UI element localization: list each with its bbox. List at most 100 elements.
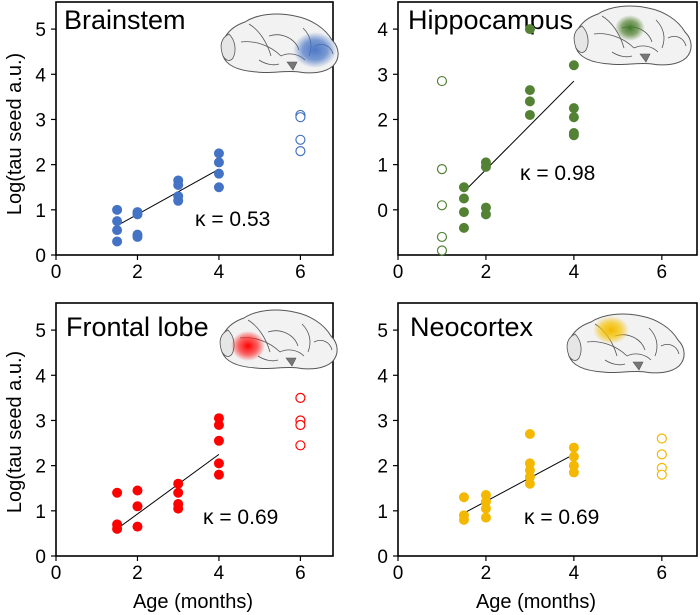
kappa-annotation: κ = 0.53: [195, 208, 270, 231]
x-tick-label: 4: [214, 262, 225, 283]
x-tick-label: 6: [657, 262, 668, 283]
hippocampus-panel: Hippocampus 0 2 4 6 0 1 2 3 4 κ = 0.98: [377, 1, 698, 283]
y-tick-label: 4: [35, 65, 46, 86]
y-tick-label: 3: [377, 65, 388, 86]
data-point: [568, 451, 579, 462]
data-point: [213, 157, 224, 168]
data-point: [173, 478, 184, 489]
brain-diagram-icon: [566, 313, 685, 374]
data-point: [568, 112, 579, 123]
open-data-point: [295, 134, 306, 145]
panel-title: Neocortex: [410, 312, 534, 342]
open-data-point: [295, 112, 306, 123]
data-point: [524, 429, 535, 440]
data-point: [173, 195, 184, 206]
fit-line: [463, 453, 575, 514]
open-data-point: [436, 245, 448, 256]
data-point: [568, 60, 579, 71]
data-point: [213, 148, 224, 159]
x-tick-label: 0: [393, 262, 404, 283]
brain-diagram-icon: [220, 13, 339, 74]
data-point: [213, 419, 224, 430]
data-point: [458, 207, 469, 218]
y-tick-label: 2: [377, 457, 388, 478]
plot-frame: [55, 302, 334, 557]
y-tick-label: 4: [35, 366, 46, 387]
data-point: [173, 487, 184, 498]
data-point: [112, 487, 123, 498]
open-data-point: [656, 433, 667, 444]
neocortex-panel: Neocortex 0 2 4 6 0 1 2 3 4 5 κ = 0.69: [377, 302, 698, 584]
x-tick-label: 4: [214, 563, 225, 584]
y-tick-label: 5: [35, 20, 46, 41]
plot-frame: [397, 302, 698, 557]
data-point: [568, 103, 579, 114]
data-point: [458, 222, 469, 233]
frontal-lobe-panel: Frontal lobe 0 2 4 6 0 1 2 3 4 5 κ = 0.69: [35, 302, 338, 584]
y-tick-label: 5: [377, 321, 388, 342]
plot-frame: [397, 1, 698, 256]
data-point: [132, 501, 143, 512]
x-axis-title-left: Age (months): [133, 591, 253, 613]
data-point: [480, 209, 491, 220]
data-point: [480, 161, 491, 172]
open-data-point: [295, 392, 306, 403]
open-data-point: [436, 231, 448, 243]
brain-diagram-icon: [219, 309, 338, 370]
open-data-point: [436, 200, 448, 211]
data-point: [524, 85, 535, 96]
plot-frame: [55, 1, 334, 256]
data-point: [524, 96, 535, 107]
brainstem-panel: Brainstem 0 2 4 6 0 1 2 3 4 5 κ = 0.53: [35, 1, 339, 283]
data-point: [458, 193, 469, 204]
data-point: [524, 24, 535, 35]
open-data-point: [295, 145, 306, 157]
fit-line: [463, 80, 575, 193]
data-point: [112, 204, 123, 215]
y-tick-label: 4: [377, 366, 388, 387]
y-tick-label: 1: [35, 502, 46, 523]
y-axis-title-bottom: Log(tau seed a.u.): [4, 351, 26, 513]
data-point: [458, 492, 469, 503]
data-point: [112, 523, 123, 534]
x-tick-label: 4: [569, 563, 580, 584]
y-tick-label: 0: [35, 547, 46, 568]
x-tick-label: 4: [569, 262, 580, 283]
y-tick-label: 1: [377, 502, 388, 523]
panel-title: Brainstem: [64, 5, 186, 35]
kappa-annotation: κ = 0.69: [524, 506, 599, 529]
x-tick-label: 6: [657, 563, 668, 584]
x-tick-label: 6: [295, 262, 306, 283]
kappa-annotation: κ = 0.69: [203, 506, 278, 529]
data-point: [213, 168, 224, 179]
data-point: [132, 485, 143, 496]
kappa-annotation: κ = 0.98: [520, 162, 595, 185]
data-point: [458, 182, 469, 193]
x-tick-label: 2: [481, 563, 492, 584]
open-data-point: [295, 419, 306, 431]
x-tick-label: 0: [393, 563, 404, 584]
y-tick-label: 5: [35, 321, 46, 342]
data-point: [132, 209, 143, 220]
y-tick-label: 3: [377, 411, 388, 432]
data-point: [480, 512, 491, 523]
x-tick-label: 2: [132, 262, 143, 283]
data-point: [112, 236, 123, 247]
x-tick-label: 0: [51, 262, 62, 283]
y-tick-label: 2: [377, 110, 388, 131]
x-tick-label: 2: [481, 262, 492, 283]
y-tick-label: 1: [377, 156, 388, 177]
data-point: [173, 179, 184, 190]
data-point: [568, 442, 579, 453]
y-tick-label: 2: [35, 457, 46, 478]
y-tick-label: 0: [377, 547, 388, 568]
data-point: [213, 458, 224, 469]
open-data-point: [436, 164, 448, 175]
data-point: [568, 467, 579, 478]
open-data-point: [656, 469, 667, 480]
y-tick-label: 0: [377, 201, 388, 222]
data-point: [458, 514, 469, 525]
y-axis-title-top: Log(tau seed a.u.): [4, 53, 26, 215]
data-point: [132, 231, 143, 242]
